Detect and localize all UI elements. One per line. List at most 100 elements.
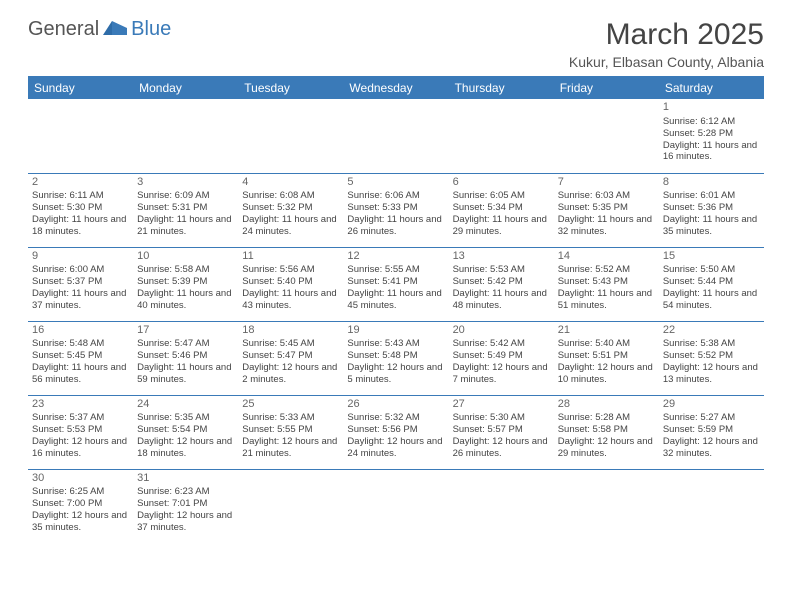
logo-mark-icon: [103, 18, 129, 41]
sunset-text: Sunset: 5:42 PM: [453, 276, 550, 288]
day-cell-23: 23Sunrise: 5:37 AMSunset: 5:53 PMDayligh…: [28, 395, 133, 469]
sunset-text: Sunset: 5:45 PM: [32, 350, 129, 362]
sunset-text: Sunset: 5:55 PM: [242, 424, 339, 436]
sunset-text: Sunset: 5:35 PM: [558, 202, 655, 214]
day-cell-18: 18Sunrise: 5:45 AMSunset: 5:47 PMDayligh…: [238, 321, 343, 395]
calendar-row: 23Sunrise: 5:37 AMSunset: 5:53 PMDayligh…: [28, 395, 764, 469]
day-number: 4: [242, 176, 339, 190]
day-cell-25: 25Sunrise: 5:33 AMSunset: 5:55 PMDayligh…: [238, 395, 343, 469]
sunset-text: Sunset: 5:31 PM: [137, 202, 234, 214]
daylight-text: Daylight: 11 hours and 18 minutes.: [32, 214, 129, 238]
day-cell-11: 11Sunrise: 5:56 AMSunset: 5:40 PMDayligh…: [238, 247, 343, 321]
sunrise-text: Sunrise: 5:32 AM: [347, 412, 444, 424]
daylight-text: Daylight: 11 hours and 35 minutes.: [663, 214, 760, 238]
day-cell-6: 6Sunrise: 6:05 AMSunset: 5:34 PMDaylight…: [449, 173, 554, 247]
sunrise-text: Sunrise: 5:43 AM: [347, 338, 444, 350]
day-cell-24: 24Sunrise: 5:35 AMSunset: 5:54 PMDayligh…: [133, 395, 238, 469]
daylight-text: Daylight: 12 hours and 26 minutes.: [453, 436, 550, 460]
sunset-text: Sunset: 5:57 PM: [453, 424, 550, 436]
daylight-text: Daylight: 11 hours and 37 minutes.: [32, 288, 129, 312]
sunrise-text: Sunrise: 5:30 AM: [453, 412, 550, 424]
day-number: 21: [558, 324, 655, 338]
day-cell-16: 16Sunrise: 5:48 AMSunset: 5:45 PMDayligh…: [28, 321, 133, 395]
empty-cell: [554, 469, 659, 543]
sunrise-text: Sunrise: 6:09 AM: [137, 190, 234, 202]
daylight-text: Daylight: 11 hours and 59 minutes.: [137, 362, 234, 386]
month-title: March 2025: [569, 18, 764, 52]
sunrise-text: Sunrise: 5:42 AM: [453, 338, 550, 350]
day-number: 16: [32, 324, 129, 338]
sunset-text: Sunset: 5:59 PM: [663, 424, 760, 436]
logo: General Blue: [28, 18, 171, 41]
day-number: 24: [137, 398, 234, 412]
sunset-text: Sunset: 5:28 PM: [663, 128, 760, 140]
calendar-row: 9Sunrise: 6:00 AMSunset: 5:37 PMDaylight…: [28, 247, 764, 321]
daylight-text: Daylight: 12 hours and 29 minutes.: [558, 436, 655, 460]
day-number: 29: [663, 398, 760, 412]
day-cell-29: 29Sunrise: 5:27 AMSunset: 5:59 PMDayligh…: [659, 395, 764, 469]
empty-cell: [449, 469, 554, 543]
day-cell-9: 9Sunrise: 6:00 AMSunset: 5:37 PMDaylight…: [28, 247, 133, 321]
day-cell-3: 3Sunrise: 6:09 AMSunset: 5:31 PMDaylight…: [133, 173, 238, 247]
sunrise-text: Sunrise: 5:53 AM: [453, 264, 550, 276]
sunset-text: Sunset: 7:01 PM: [137, 498, 234, 510]
sunset-text: Sunset: 5:56 PM: [347, 424, 444, 436]
day-cell-17: 17Sunrise: 5:47 AMSunset: 5:46 PMDayligh…: [133, 321, 238, 395]
sunset-text: Sunset: 5:49 PM: [453, 350, 550, 362]
daylight-text: Daylight: 12 hours and 21 minutes.: [242, 436, 339, 460]
daylight-text: Daylight: 12 hours and 35 minutes.: [32, 510, 129, 534]
day-number: 8: [663, 176, 760, 190]
day-number: 13: [453, 250, 550, 264]
day-number: 26: [347, 398, 444, 412]
daylight-text: Daylight: 11 hours and 40 minutes.: [137, 288, 234, 312]
sunset-text: Sunset: 5:46 PM: [137, 350, 234, 362]
sunrise-text: Sunrise: 6:12 AM: [663, 116, 760, 128]
sunset-text: Sunset: 5:48 PM: [347, 350, 444, 362]
sunrise-text: Sunrise: 5:47 AM: [137, 338, 234, 350]
calendar-row: 2Sunrise: 6:11 AMSunset: 5:30 PMDaylight…: [28, 173, 764, 247]
sunrise-text: Sunrise: 5:37 AM: [32, 412, 129, 424]
sunset-text: Sunset: 5:30 PM: [32, 202, 129, 214]
weekday-sunday: Sunday: [28, 77, 133, 99]
day-cell-21: 21Sunrise: 5:40 AMSunset: 5:51 PMDayligh…: [554, 321, 659, 395]
day-number: 14: [558, 250, 655, 264]
daylight-text: Daylight: 11 hours and 48 minutes.: [453, 288, 550, 312]
empty-cell: [133, 99, 238, 173]
daylight-text: Daylight: 12 hours and 32 minutes.: [663, 436, 760, 460]
location: Kukur, Elbasan County, Albania: [569, 54, 764, 70]
day-number: 18: [242, 324, 339, 338]
weekday-friday: Friday: [554, 77, 659, 99]
day-cell-26: 26Sunrise: 5:32 AMSunset: 5:56 PMDayligh…: [343, 395, 448, 469]
calendar-row: 30Sunrise: 6:25 AMSunset: 7:00 PMDayligh…: [28, 469, 764, 543]
daylight-text: Daylight: 11 hours and 26 minutes.: [347, 214, 444, 238]
empty-cell: [449, 99, 554, 173]
day-cell-4: 4Sunrise: 6:08 AMSunset: 5:32 PMDaylight…: [238, 173, 343, 247]
sunrise-text: Sunrise: 6:25 AM: [32, 486, 129, 498]
daylight-text: Daylight: 12 hours and 24 minutes.: [347, 436, 444, 460]
day-cell-22: 22Sunrise: 5:38 AMSunset: 5:52 PMDayligh…: [659, 321, 764, 395]
sunrise-text: Sunrise: 5:38 AM: [663, 338, 760, 350]
daylight-text: Daylight: 12 hours and 2 minutes.: [242, 362, 339, 386]
day-cell-19: 19Sunrise: 5:43 AMSunset: 5:48 PMDayligh…: [343, 321, 448, 395]
title-block: March 2025 Kukur, Elbasan County, Albani…: [569, 18, 764, 70]
daylight-text: Daylight: 12 hours and 5 minutes.: [347, 362, 444, 386]
empty-cell: [343, 99, 448, 173]
sunrise-text: Sunrise: 5:27 AM: [663, 412, 760, 424]
day-cell-8: 8Sunrise: 6:01 AMSunset: 5:36 PMDaylight…: [659, 173, 764, 247]
sunrise-text: Sunrise: 5:56 AM: [242, 264, 339, 276]
sunrise-text: Sunrise: 6:01 AM: [663, 190, 760, 202]
daylight-text: Daylight: 11 hours and 45 minutes.: [347, 288, 444, 312]
sunrise-text: Sunrise: 5:50 AM: [663, 264, 760, 276]
daylight-text: Daylight: 12 hours and 37 minutes.: [137, 510, 234, 534]
day-number: 30: [32, 472, 129, 486]
empty-cell: [238, 469, 343, 543]
daylight-text: Daylight: 11 hours and 24 minutes.: [242, 214, 339, 238]
sunset-text: Sunset: 5:52 PM: [663, 350, 760, 362]
daylight-text: Daylight: 11 hours and 32 minutes.: [558, 214, 655, 238]
day-number: 11: [242, 250, 339, 264]
sunset-text: Sunset: 5:39 PM: [137, 276, 234, 288]
day-number: 12: [347, 250, 444, 264]
sunset-text: Sunset: 5:32 PM: [242, 202, 339, 214]
sunrise-text: Sunrise: 5:52 AM: [558, 264, 655, 276]
daylight-text: Daylight: 12 hours and 16 minutes.: [32, 436, 129, 460]
